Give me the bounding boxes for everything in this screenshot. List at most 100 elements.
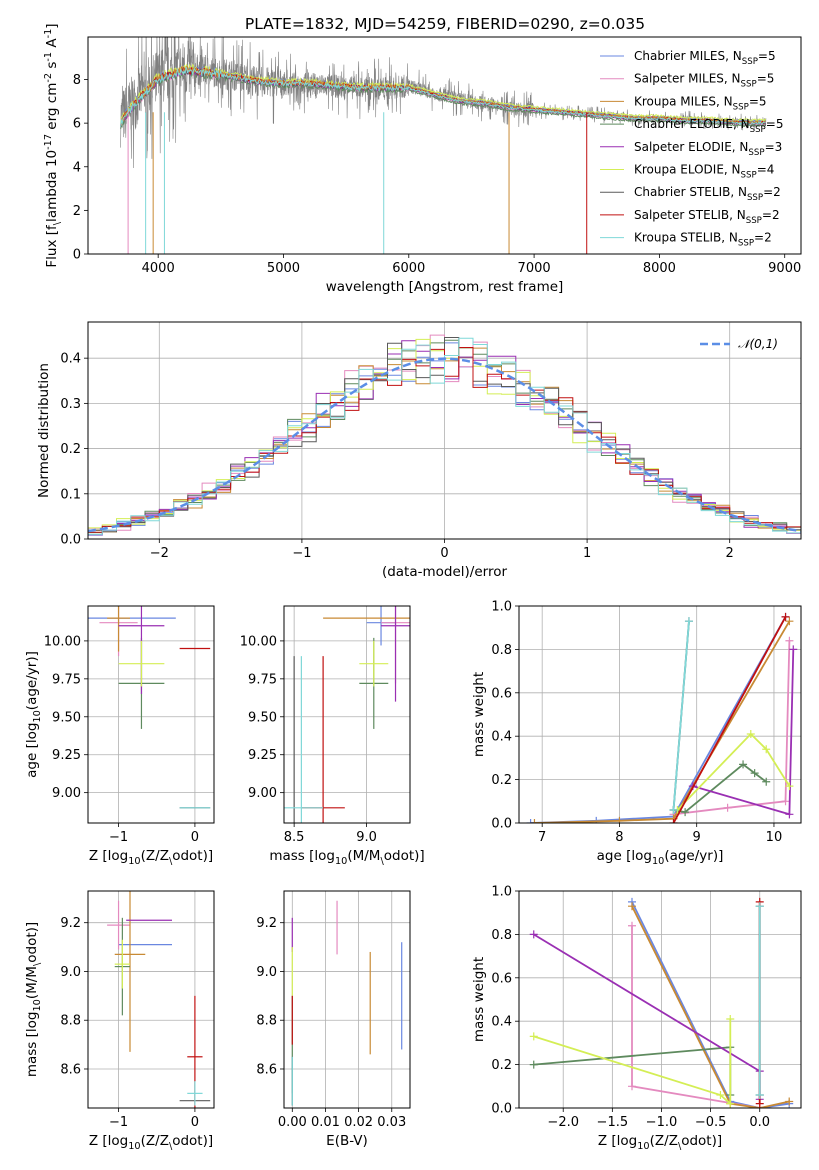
weight-marker (762, 745, 771, 754)
axes-frame (87, 605, 215, 824)
axes-weight-vs-age: 7 8 9 10 0.0 0.2 0.4 0.6 0.8 1.0 age [log10(age/yr… (471, 600, 802, 867)
y-tick-label: 1.0 (491, 885, 512, 900)
weight-marker (750, 769, 759, 778)
y-tick-label: 9.2 (60, 916, 81, 931)
axes-spectrum: 4000 5000 6000 7000 8000 9000 0 2 4 6 8 wavelength … (43, 23, 802, 295)
legend-label: 𝒩(0,1) (738, 337, 778, 351)
plot-area (88, 891, 214, 1108)
histogram-step (88, 334, 801, 539)
x-tick-label: 0.00 (278, 1115, 307, 1130)
weight-marker (681, 808, 690, 817)
axes-frame (518, 605, 802, 824)
y-tick-label: 8.8 (60, 1014, 81, 1029)
y-tick-label: 9.75 (52, 672, 81, 687)
weight-marker (669, 819, 678, 823)
x-tick-label: −2.0 (547, 1115, 579, 1130)
weight-marker (785, 1097, 794, 1106)
weight-line (533, 1019, 732, 1106)
y-tick-label: 10.00 (44, 634, 81, 649)
y-tick-label: 9.0 (60, 965, 81, 980)
y-axis-label: mass weight (471, 672, 487, 757)
weight-marker (526, 819, 535, 823)
y-tick-label: 9.2 (256, 916, 277, 931)
x-axis-label: age [log10(age/yr)] (597, 848, 724, 867)
axes-frame (87, 321, 802, 540)
y-tick-label: 10.00 (240, 634, 277, 649)
axes-age-vs-Z: −1 0 9.00 9.25 9.50 9.75 10.00 Z [log10(Z/Z\odo… (24, 605, 215, 867)
axes-frame (518, 890, 802, 1109)
y-axis-label: mass weight (471, 957, 487, 1042)
y-tick-label: 0.4 (60, 352, 81, 367)
y-axis-label: Normed distribution (36, 363, 52, 498)
x-tick-label: 8 (615, 830, 623, 845)
y-tick-label: 6 (73, 117, 81, 132)
y-tick-label: 8 (73, 73, 81, 88)
y-tick-label: 0.2 (60, 442, 81, 457)
plot-area (284, 606, 410, 823)
y-tick-label: 9.50 (52, 710, 81, 725)
x-tick-label: 2 (726, 546, 734, 561)
y-tick-label: 0.3 (60, 397, 81, 412)
normal-curve (88, 357, 801, 533)
y-tick-label: 0.4 (491, 1015, 512, 1030)
x-axis-label: Z [log10(Z/Z\odot)] (89, 1133, 213, 1152)
axes-frame (87, 36, 802, 255)
x-tick-label: −1 (109, 830, 128, 845)
x-tick-label: 10 (766, 830, 783, 845)
legend-label: Kroupa MILES, NSSP=5 (634, 94, 767, 112)
y-tick-label: 0.4 (491, 730, 512, 745)
x-axis-label: wavelength [Angstrom, rest frame] (326, 279, 564, 295)
weight-line (530, 616, 787, 823)
legend-label: Kroupa STELIB, NSSP=2 (634, 231, 772, 249)
weight-line (672, 621, 690, 811)
y-tick-label: 9.00 (52, 786, 81, 801)
x-tick-label: −1.0 (646, 1115, 678, 1130)
y-tick-label: 0.0 (491, 1102, 512, 1117)
weight-marker (762, 777, 771, 786)
weight-marker (781, 612, 790, 621)
plot-area (519, 606, 801, 823)
y-tick-label: 9.0 (256, 965, 277, 980)
x-axis-label: mass [log10(M/M\odot)] (269, 848, 424, 867)
y-tick-label: 0.8 (491, 643, 512, 658)
weight-line (631, 905, 790, 1108)
x-tick-label: −0.5 (695, 1115, 727, 1130)
x-tick-label: 5000 (267, 261, 300, 276)
weight-marker (529, 930, 538, 939)
y-axis-label: mass [log10(M/M\odot)] (24, 922, 43, 1077)
y-axis-label: age [log10(age/yr)] (24, 651, 43, 778)
weight-marker (785, 810, 794, 819)
plot-area (88, 606, 214, 823)
x-axis-label: Z [log10(Z/Z\odot)] (598, 1133, 722, 1152)
x-tick-label: −1 (292, 546, 311, 561)
x-tick-label: 8000 (643, 261, 676, 276)
axes-mass-vs-Z: −1 0 8.6 8.8 9.0 9.2 Z [log10(Z/Z\odot)] mass [… (24, 890, 215, 1152)
y-tick-label: 9.25 (52, 748, 81, 763)
weight-marker (789, 645, 798, 654)
weight-marker (785, 617, 794, 626)
x-tick-label: 0 (191, 1115, 199, 1130)
histogram-step (88, 337, 801, 539)
weight-marker (755, 1099, 764, 1108)
y-axis-label: Flux [f\lambda 10-17 erg cm-2 s-1 A-1] (43, 23, 63, 267)
x-tick-label: 9.0 (356, 830, 377, 845)
weight-marker (785, 636, 794, 645)
y-tick-label: 0.2 (491, 773, 512, 788)
y-tick-label: 8.8 (256, 1014, 277, 1029)
y-tick-label: 8.6 (60, 1062, 81, 1077)
x-tick-label: 0.03 (377, 1115, 406, 1130)
plot-area (88, 322, 801, 539)
weight-line (692, 649, 795, 816)
legend-label: Chabrier ELODIE, NSSP=5 (634, 117, 783, 135)
y-tick-label: 2 (73, 204, 81, 219)
y-tick-label: 0.0 (491, 817, 512, 832)
plot-area (120, 37, 767, 254)
weight-marker (669, 805, 678, 814)
x-tick-label: 9000 (768, 261, 801, 276)
y-tick-label: 8.6 (256, 1062, 277, 1077)
y-tick-label: 1.0 (491, 600, 512, 615)
x-tick-label: −1.5 (597, 1115, 629, 1130)
plot-area (284, 891, 410, 1108)
axes-frame (283, 605, 411, 824)
